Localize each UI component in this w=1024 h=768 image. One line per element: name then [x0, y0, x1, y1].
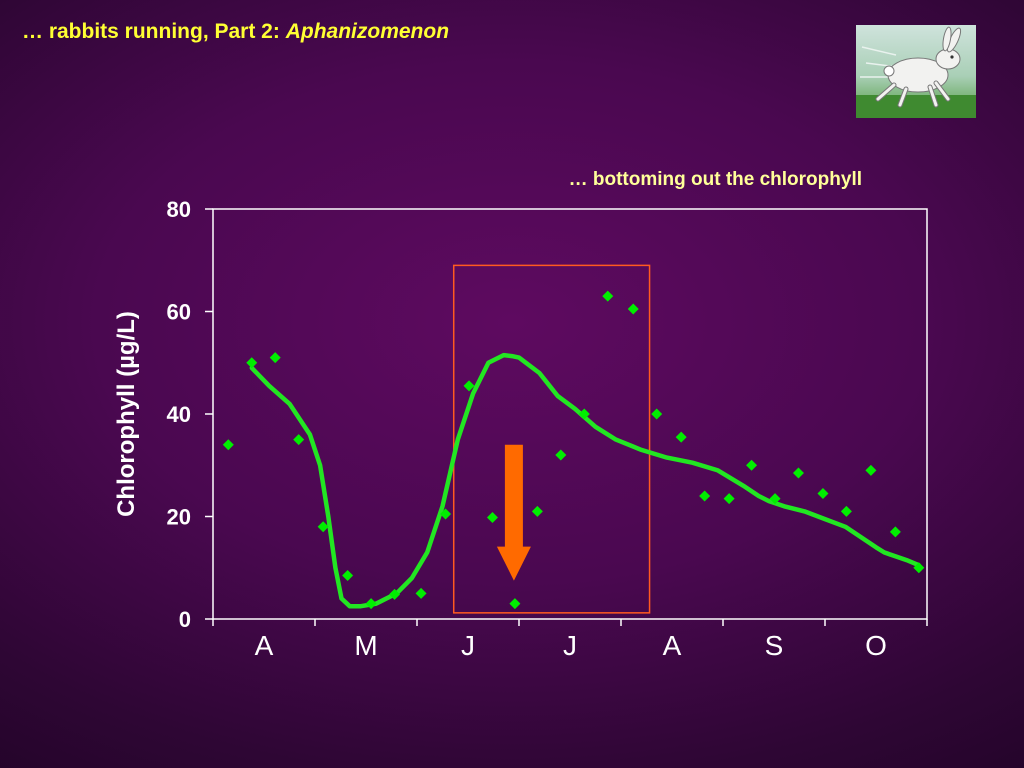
data-point	[651, 408, 663, 420]
data-point	[509, 598, 521, 610]
data-point	[269, 352, 281, 364]
data-point	[865, 464, 877, 476]
data-point	[415, 587, 427, 599]
data-point	[602, 290, 614, 302]
y-tick-label: 20	[167, 505, 191, 530]
x-tick-label: M	[354, 630, 377, 661]
rabbit-illustration-image	[856, 25, 976, 118]
trend-line	[249, 352, 922, 609]
data-point	[365, 598, 377, 610]
data-point	[222, 439, 234, 451]
data-point	[792, 467, 804, 479]
data-point	[293, 434, 305, 446]
chart-title: … bottoming out the chlorophyll	[568, 169, 862, 190]
plot-frame	[212, 208, 928, 620]
data-point	[342, 569, 354, 581]
data-point	[840, 505, 852, 517]
x-tick-label: O	[865, 630, 887, 661]
data-point	[246, 357, 258, 369]
y-tick-label: 40	[167, 402, 191, 427]
data-point	[578, 408, 590, 420]
data-point	[913, 562, 925, 574]
data-point	[463, 380, 475, 392]
data-point	[746, 459, 758, 471]
slide-title-prefix: … rabbits running, Part 2:	[22, 20, 286, 43]
y-tick-label: 60	[167, 300, 191, 325]
data-point	[889, 526, 901, 538]
data-point	[486, 512, 498, 524]
highlight-box	[452, 264, 651, 614]
down-arrow-shaft	[504, 444, 523, 548]
data-point	[531, 505, 543, 517]
data-point	[675, 431, 687, 443]
data-point	[699, 490, 711, 502]
slide-title: … rabbits running, Part 2: Aphanizomenon	[22, 20, 449, 44]
slide-title-italic: Aphanizomenon	[285, 20, 450, 43]
x-tick-label: J	[461, 630, 475, 661]
data-point	[389, 588, 401, 600]
down-arrow-head	[496, 546, 531, 581]
y-tick-label: 80	[167, 197, 191, 222]
data-point	[627, 303, 639, 315]
data-point	[769, 493, 781, 505]
x-tick-label: A	[663, 630, 682, 661]
x-tick-label: J	[563, 630, 577, 661]
x-tick-label: A	[255, 630, 274, 661]
data-point	[723, 493, 735, 505]
data-point	[440, 508, 452, 520]
data-point	[317, 521, 329, 533]
y-tick-label: 0	[179, 607, 191, 632]
x-tick-label: S	[765, 630, 784, 661]
data-point	[817, 487, 829, 499]
data-point	[555, 449, 567, 461]
